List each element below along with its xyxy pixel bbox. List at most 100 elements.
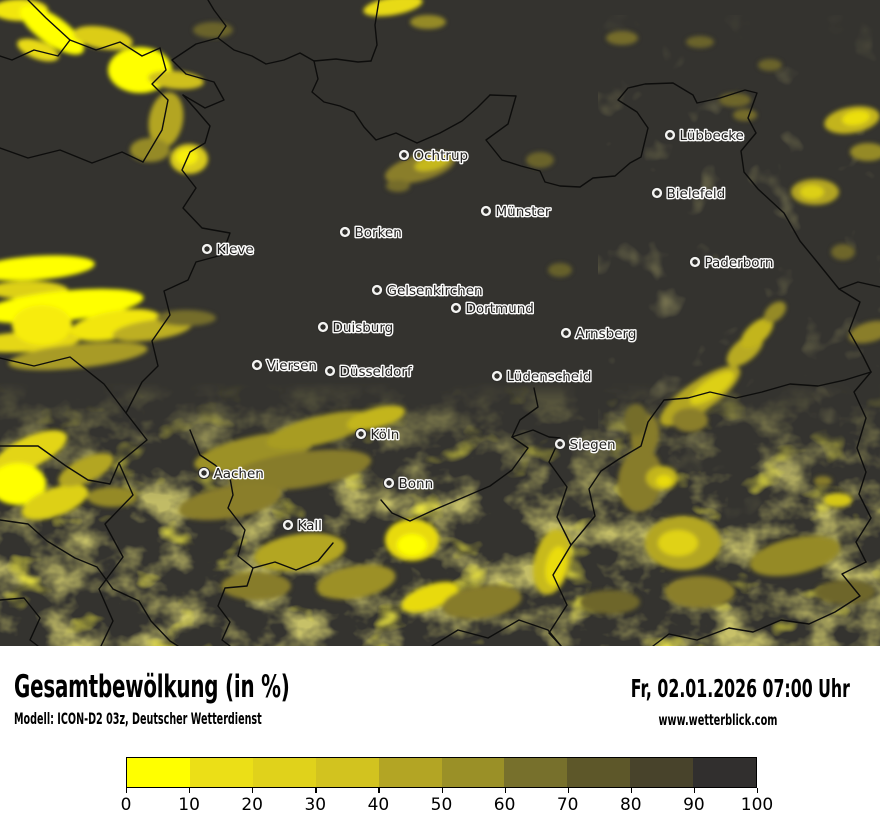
legend-tick-label: 10 [178, 795, 200, 815]
border-belgium-b [0, 445, 120, 485]
cloud-cover-map: Ochtrup Lübbecke Bielefeld Münster Borken Kle… [0, 0, 880, 646]
cloud-free-patch [12, 305, 72, 345]
cloud-free-patch [221, 572, 291, 600]
legend-tick-mark [693, 788, 696, 793]
cloud-free-patch [624, 404, 648, 436]
city-mnster: Münster [479, 202, 552, 221]
city-label: Ochtrup [414, 148, 469, 164]
border-nl-top [370, 0, 380, 62]
cloud-free-patch [346, 405, 406, 431]
city-kln: Köln [354, 425, 401, 444]
city-label: Kall [298, 518, 322, 534]
city-dortmund: Dortmund [449, 299, 535, 318]
border-corner-a [0, 0, 71, 61]
city-label: Lübbecke [680, 128, 744, 144]
border-siegen-c [511, 429, 561, 439]
forecast-datetime: Fr, 02.01.2026 07:00 Uhr [630, 674, 850, 703]
legend-tick-mark [757, 788, 759, 793]
legend-segment [441, 758, 505, 787]
city-siegen: Siegen [553, 435, 617, 454]
city-ochtrup: Ochtrup [397, 146, 469, 165]
cloud-free-patch [148, 92, 184, 148]
cloud-free-patch [656, 475, 672, 487]
cloud-free-patch [665, 576, 735, 608]
legend-segment [504, 758, 568, 787]
cloud-free-patch [0, 430, 67, 474]
border-nl-inner [171, 37, 225, 109]
cloud-free-patch [156, 310, 216, 326]
cloud-free-patch [254, 533, 346, 571]
border-corner-c [0, 147, 144, 164]
legend-tick-label: 80 [619, 795, 642, 815]
cloud-free-patch [193, 22, 233, 38]
city-label: Siegen [570, 437, 616, 453]
city-marker-dot [654, 190, 660, 196]
legend-segment [127, 758, 190, 787]
legend-tick-mark [315, 788, 317, 793]
city-marker-dot [494, 373, 500, 379]
city-label: Kleve [217, 242, 254, 258]
city-arnsberg: Arnsberg [559, 324, 638, 343]
city-marker-dot [563, 330, 569, 336]
cloud-free-patch [824, 493, 852, 507]
cloud-free-patch [672, 408, 708, 432]
legend-segment [630, 758, 694, 787]
legend-tick-label: 60 [493, 795, 516, 815]
cloud-free-patch [526, 152, 554, 168]
city-lbbecke: Lübbecke [663, 126, 745, 145]
border-siegen-s [548, 437, 572, 646]
city-layer: Ochtrup Lübbecke Bielefeld Münster Borken Kle… [197, 126, 775, 535]
city-kall: Kall [281, 516, 323, 535]
cloud-free-patch [21, 484, 89, 520]
legend-tick-mark [567, 788, 569, 793]
cloud-free-patch [228, 449, 372, 491]
border-state-north [485, 82, 872, 373]
border-corner-b [69, 39, 161, 57]
cloud-free-patch [401, 581, 459, 613]
border-belgium-c [0, 519, 179, 646]
legend-tick-label: 30 [304, 795, 327, 815]
city-marker-dot [453, 305, 459, 311]
cloud-free-patch [686, 36, 714, 48]
border-siegen-n [511, 387, 539, 438]
city-marker-dot [285, 522, 291, 528]
cloud-free-patch [58, 453, 114, 487]
city-marker-dot [327, 368, 333, 374]
border-nl-east [311, 60, 491, 144]
cloud-free-patch [740, 317, 774, 349]
cloud-free-patch [548, 263, 572, 277]
city-marker-dot [254, 362, 260, 368]
cloud-free-patch [545, 546, 567, 586]
border-west [98, 94, 231, 646]
city-dsseldorf: Düsseldorf [323, 362, 414, 381]
city-marker-dot [342, 229, 348, 235]
cloud-free-patch [606, 31, 638, 45]
cloud-free-patch [815, 580, 875, 604]
cloud-free-patch [580, 590, 640, 614]
border-hesse [570, 371, 872, 546]
city-label: Münster [496, 204, 551, 220]
city-label: Aachen [214, 466, 264, 482]
city-label: Borken [355, 225, 402, 241]
cloud-free-patch [850, 143, 880, 161]
city-bonn: Bonn [382, 474, 435, 493]
cloud-free-patch [831, 244, 855, 260]
legend-tick-mark [441, 788, 443, 793]
model-info: Modell: ICON-D2 03z, Deutscher Wetterdie… [14, 709, 262, 728]
cloud-free-patch [758, 59, 782, 71]
cloud-free-patch [848, 320, 880, 344]
city-gelsenkirchen: Gelsenkirchen [370, 281, 484, 300]
city-kleve: Kleve [200, 240, 255, 259]
cloud-free-patch [658, 530, 698, 556]
map-canvas: Ochtrup Lübbecke Bielefeld Münster Borken Kle… [0, 0, 880, 646]
city-aachen: Aachen [197, 464, 265, 483]
border-lines [0, 0, 880, 646]
city-marker-dot [358, 431, 364, 437]
border-nl-north [207, 0, 315, 65]
city-label: Dortmund [466, 301, 534, 317]
city-marker-dot [386, 480, 392, 486]
legend-tick-mark [252, 788, 254, 793]
cloud-free-patch [266, 410, 374, 450]
legend-tick-mark [126, 788, 128, 793]
